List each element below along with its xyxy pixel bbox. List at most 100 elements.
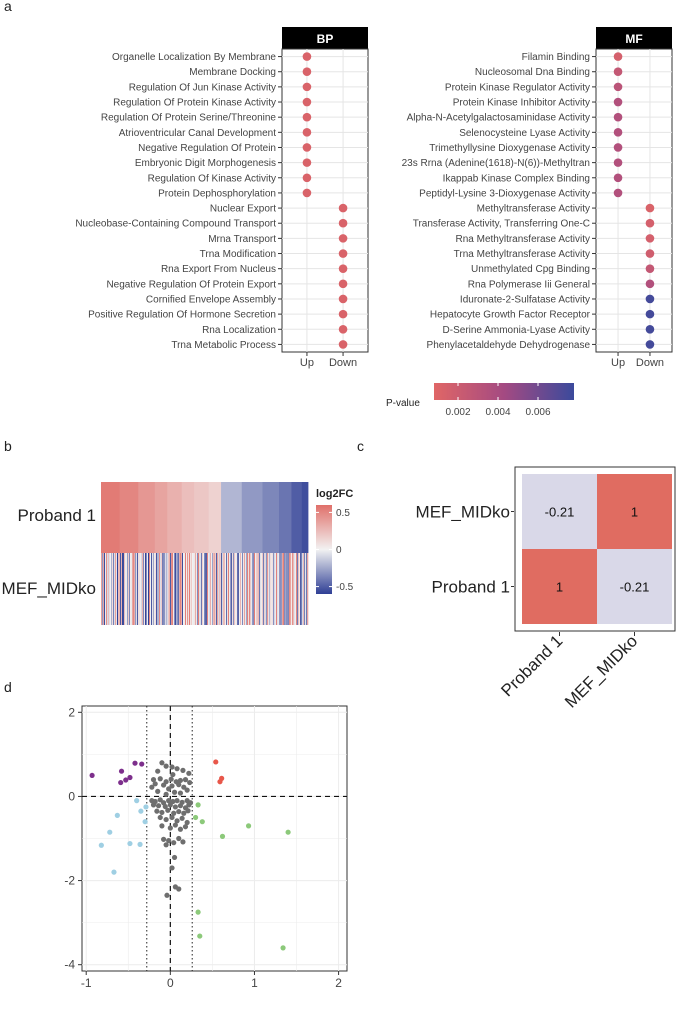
scatter-x-tick-label: 1	[251, 976, 258, 990]
bp-term-label: Positive Regulation Of Hormone Secretion	[88, 310, 276, 321]
scatter-point-down-up	[118, 779, 124, 786]
fc-heatmap-mef-cell	[230, 553, 232, 625]
fc-heatmap-mef-cell	[128, 553, 130, 625]
fc-heatmap-mef-cell	[103, 553, 105, 625]
fc-heatmap-mef-cell	[186, 553, 188, 625]
fc-colorbar	[316, 505, 332, 594]
bp-term-label: Trna Modification	[200, 249, 276, 260]
mf-dot	[645, 309, 655, 319]
fc-heatmap-mef-cell	[221, 553, 223, 625]
fc-heatmap-mef-cell	[162, 553, 164, 625]
fc-heatmap-mef-cell	[145, 553, 147, 625]
scatter-point-non-significant	[163, 842, 169, 848]
fc-heatmap-mef-cell	[299, 553, 301, 625]
scatter-point-non-significant	[169, 865, 175, 871]
mf-x-tick-label: Down	[636, 357, 664, 369]
bp-plot-area	[281, 48, 369, 353]
fc-heatmap-proband-cell	[208, 482, 222, 553]
fc-heatmap-mef-cell	[151, 553, 153, 625]
bp-dot	[338, 324, 348, 334]
scatter-point-non-significant	[170, 771, 176, 778]
scatter-x-tick-label: 0	[167, 976, 174, 990]
fc-heatmap-mef-cell	[198, 553, 200, 625]
fc-heatmap-mef-cell	[123, 553, 125, 625]
scatter-point-non-significant	[169, 764, 175, 770]
fc-heatmap-mef-cell	[153, 553, 155, 625]
pvalue-legend-tick-label: 0.006	[525, 407, 550, 418]
fc-heatmap-mef-cell	[179, 553, 181, 625]
bp-dot	[302, 173, 312, 183]
correlation-cells: -0.21 1 1 -0.21	[522, 474, 672, 624]
scatter-point-up-up	[217, 779, 223, 785]
fc-heatmap-mef-cell	[154, 553, 156, 625]
scatter-point-non-significant	[169, 814, 175, 821]
fc-heatmap-mef-cell	[202, 553, 204, 625]
fc-legend-tick-label: 0	[336, 545, 342, 556]
mf-term-label: Unmethylated Cpg Binding	[471, 264, 590, 275]
scatter-point-down-up	[89, 772, 95, 779]
bp-dot	[302, 143, 312, 152]
fc-heatmap-mef-cell	[292, 553, 294, 625]
bp-term-label: Regulation Of Jun Kinase Activity	[129, 82, 276, 93]
fc-heatmap-mef-cell	[247, 553, 249, 625]
fc-heatmap-mef-cell	[303, 553, 305, 625]
fc-heatmap-mef-cell	[253, 553, 255, 625]
bp-dot	[338, 294, 348, 304]
fc-heatmap-mef-cell	[286, 553, 288, 625]
scatter-point-non-significant	[185, 808, 191, 814]
mf-dot-plot: MF Filamin Binding Nucleosomal Dna Bindin…	[402, 27, 673, 369]
fc-heatmap-mef-cell	[226, 553, 228, 625]
fc-heatmap-mef-cell	[216, 553, 218, 625]
scatter-point-non-significant	[172, 822, 178, 828]
fc-heatmap-mef-cell	[163, 553, 165, 625]
fc-legend-title: log2FC	[316, 488, 353, 500]
fc-heatmap-mef-cell	[223, 553, 225, 625]
mf-dots	[613, 52, 655, 349]
scatter-point-up-down	[195, 802, 201, 808]
scatter-point-non-significant	[168, 776, 174, 782]
fc-heatmap-mef-cell	[239, 553, 241, 625]
mf-dot	[645, 264, 655, 273]
fc-heatmap-mef-cell	[107, 553, 109, 625]
bp-dot	[302, 158, 312, 167]
scatter-point-up-down	[199, 819, 205, 825]
fc-heatmap-mef-cell	[225, 553, 227, 625]
fc-heatmap-mef-cell	[212, 553, 214, 625]
fc-heatmap-mef-cell	[105, 553, 107, 625]
fc-heatmap-mef-cell	[137, 553, 139, 625]
fc-heatmap-mef-cell	[278, 553, 280, 625]
mf-term-label: 23s Rrna (Adenine(1618)-N(6))-Methyltran	[402, 158, 590, 169]
fc-heatmap-mef-cell	[136, 553, 138, 625]
mf-term-labels: Filamin Binding Nucleosomal Dna Binding Pr…	[402, 52, 596, 351]
fc-heatmap-mef-cell	[111, 553, 113, 625]
fc-heatmap-mef-cell	[141, 553, 143, 625]
scatter-point-down-down	[107, 829, 113, 835]
scatter-grid	[82, 706, 347, 971]
fc-heatmap-mef-cell	[132, 553, 134, 625]
scatter-point-down-down	[111, 869, 117, 875]
mf-plot-area	[595, 48, 673, 353]
correlation-column-label: MEF_MIDko	[561, 631, 641, 711]
fc-heatmap-mef-cell	[125, 553, 127, 625]
fc-heatmap-mef-cell	[248, 553, 250, 625]
fc-heatmap-mef-cell	[102, 553, 104, 625]
fc-heatmap-mef-cell	[195, 553, 197, 625]
fc-heatmap-mef-cell	[117, 553, 119, 625]
scatter-point-non-significant	[163, 791, 169, 797]
fc-heatmap-mef-cell	[180, 553, 182, 625]
pvalue-legend: P-value 0.002 0.004 0.006	[386, 383, 574, 418]
bp-term-label: Rna Export From Nucleus	[161, 264, 276, 275]
fc-heatmap-mef-cell	[106, 553, 108, 625]
fc-heatmap-mef-cell	[304, 553, 306, 625]
fc-heatmap-mef-cell	[289, 553, 291, 625]
scatter-point-non-significant	[172, 804, 178, 810]
fc-heatmap-mef-cell	[255, 553, 257, 625]
mf-term-label: Rna Polymerase Iii General	[468, 279, 590, 290]
fc-heatmap-mef-cell	[268, 553, 270, 625]
fc-heatmap-mef-cell	[235, 553, 237, 625]
fc-heatmap-mef-cell	[164, 553, 166, 625]
fc-heatmap-mef-cell	[147, 553, 149, 625]
scatter-point-non-significant	[187, 779, 193, 786]
scatter-axis-ticks: -1 0 1 2 2 0 -2 -4	[64, 705, 342, 990]
bp-x-ticks: Up Down	[300, 352, 357, 369]
